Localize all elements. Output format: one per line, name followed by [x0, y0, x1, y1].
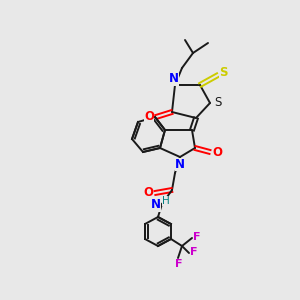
Text: N: N	[175, 158, 185, 170]
Text: F: F	[175, 259, 183, 269]
Text: N: N	[151, 199, 161, 212]
Text: S: S	[214, 97, 222, 110]
Text: O: O	[144, 110, 154, 124]
Text: H: H	[162, 196, 170, 206]
Text: O: O	[212, 146, 222, 158]
Text: O: O	[143, 185, 153, 199]
Text: F: F	[190, 247, 198, 257]
Text: N: N	[169, 73, 179, 85]
Text: S: S	[219, 67, 227, 80]
Text: F: F	[193, 232, 201, 242]
